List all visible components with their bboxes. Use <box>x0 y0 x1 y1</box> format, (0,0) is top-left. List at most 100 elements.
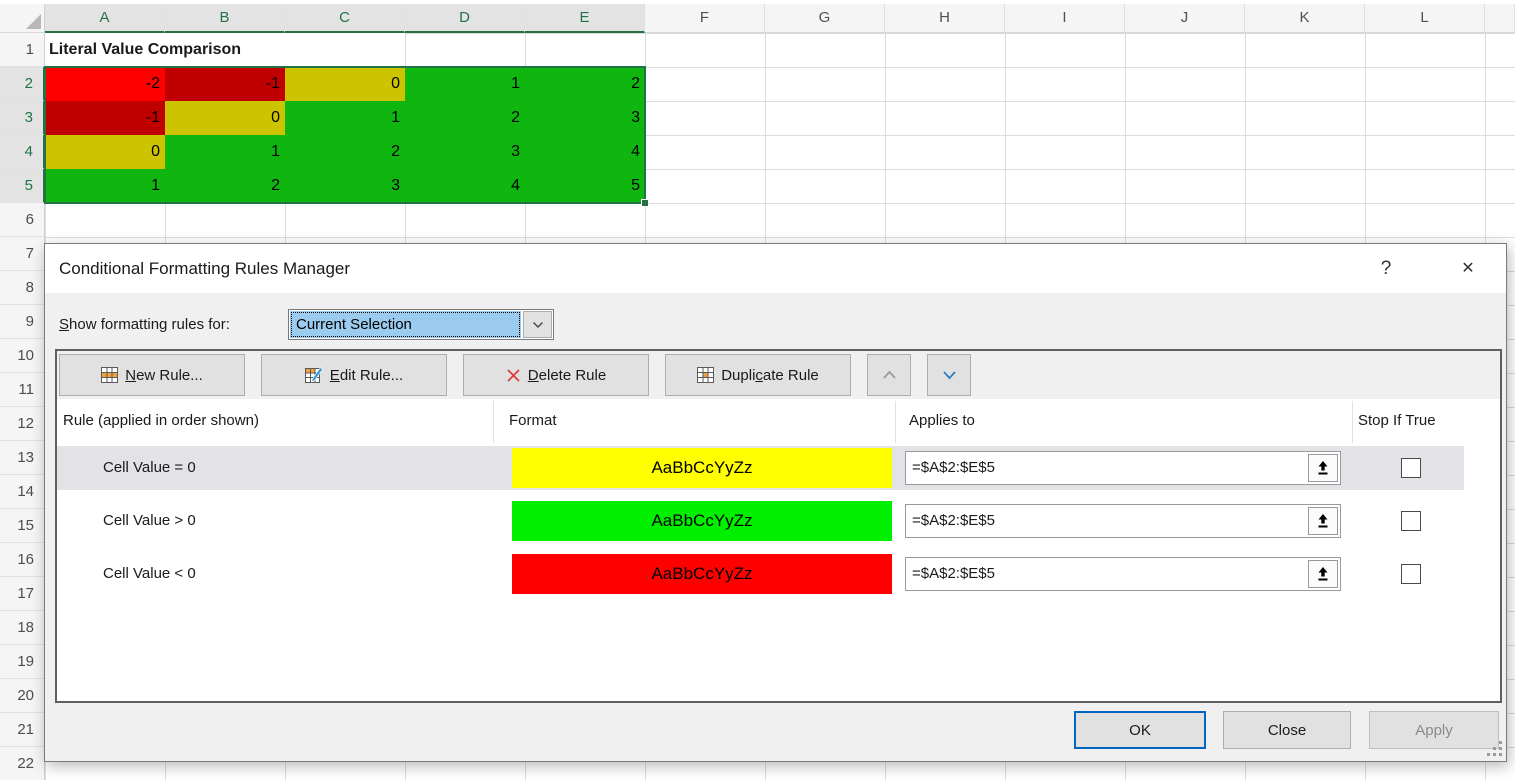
column-header-rule: Rule (applied in order shown) <box>57 401 494 443</box>
scope-dropdown[interactable]: Current Selection <box>288 309 554 340</box>
column-header-d[interactable]: D <box>405 4 525 33</box>
applies-to-value: =$A$2:$E$5 <box>912 565 995 582</box>
delete-x-icon <box>507 368 520 382</box>
dialog-title: Conditional Formatting Rules Manager <box>59 259 351 278</box>
row-header-2[interactable]: 2 <box>0 67 45 101</box>
edit-rule-label: Edit Rule... <box>329 366 404 384</box>
move-rule-up-button[interactable] <box>867 354 911 396</box>
resize-grip[interactable] <box>1486 740 1504 758</box>
stop-if-true-checkbox[interactable] <box>1401 458 1421 478</box>
row-header-6[interactable]: 6 <box>0 203 45 237</box>
row-header-11[interactable]: 11 <box>0 373 45 407</box>
cell-a3[interactable]: -1 <box>45 101 165 135</box>
rules-toolbar: New Rule... Edit Rule... Delete Rule <box>57 351 1500 399</box>
cell-c3[interactable]: 1 <box>285 101 405 135</box>
row-header-8[interactable]: 8 <box>0 271 45 305</box>
close-button[interactable]: Close <box>1223 711 1351 749</box>
column-header-c[interactable]: C <box>285 4 405 33</box>
move-rule-down-button[interactable] <box>927 354 971 396</box>
row-header-3[interactable]: 3 <box>0 101 45 135</box>
column-header-f[interactable]: F <box>645 4 765 33</box>
new-rule-button[interactable]: New Rule... <box>59 354 245 396</box>
rule-row[interactable]: Cell Value > 0 AaBbCcYyZz =$A$2:$E$5 <box>57 499 1464 543</box>
cell-e5[interactable]: 5 <box>525 169 645 203</box>
column-header-format: Format <box>494 401 896 443</box>
row-header-18[interactable]: 18 <box>0 611 45 645</box>
apply-button[interactable]: Apply <box>1369 711 1499 749</box>
row-header-21[interactable]: 21 <box>0 713 45 747</box>
cell-a1-title[interactable]: Literal Value Comparison <box>45 33 405 67</box>
dialog-close-button[interactable]: ✕ <box>1451 252 1485 286</box>
stop-if-true-checkbox[interactable] <box>1401 511 1421 531</box>
row-header-4[interactable]: 4 <box>0 135 45 169</box>
scope-dropdown-value: Current Selection <box>290 311 521 338</box>
column-header-i[interactable]: I <box>1005 4 1125 33</box>
column-header-l[interactable]: L <box>1365 4 1485 33</box>
column-header-h[interactable]: H <box>885 4 1005 33</box>
help-button[interactable]: ? <box>1369 252 1403 286</box>
row-header-1[interactable]: 1 <box>0 33 45 67</box>
cell-a4[interactable]: 0 <box>45 135 165 169</box>
cell-b3[interactable]: 0 <box>165 101 285 135</box>
cell-e2[interactable]: 2 <box>525 67 645 101</box>
range-picker-button[interactable] <box>1308 507 1338 535</box>
applies-to-value: =$A$2:$E$5 <box>912 459 995 476</box>
applies-to-value: =$A$2:$E$5 <box>912 512 995 529</box>
applies-to-input[interactable]: =$A$2:$E$5 <box>905 557 1341 591</box>
cell-d4[interactable]: 3 <box>405 135 525 169</box>
ok-button[interactable]: OK <box>1074 711 1206 749</box>
cell-c2[interactable]: 0 <box>285 67 405 101</box>
cell-c4[interactable]: 2 <box>285 135 405 169</box>
edit-rule-button[interactable]: Edit Rule... <box>261 354 447 396</box>
fill-handle[interactable] <box>641 199 649 207</box>
stop-if-true-checkbox[interactable] <box>1401 564 1421 584</box>
column-header-e[interactable]: E <box>525 4 645 33</box>
cell-c5[interactable]: 3 <box>285 169 405 203</box>
cell-d5[interactable]: 4 <box>405 169 525 203</box>
cell-d3[interactable]: 2 <box>405 101 525 135</box>
select-all-corner[interactable] <box>0 4 45 33</box>
range-picker-button[interactable] <box>1308 454 1338 482</box>
row-header-12[interactable]: 12 <box>0 407 45 441</box>
column-header-g[interactable]: G <box>765 4 885 33</box>
row-header-16[interactable]: 16 <box>0 543 45 577</box>
column-header-applies-to: Applies to <box>896 401 1353 443</box>
rule-row[interactable]: Cell Value = 0 AaBbCcYyZz =$A$2:$E$5 <box>57 446 1464 490</box>
row-header-19[interactable]: 19 <box>0 645 45 679</box>
cell-b5[interactable]: 2 <box>165 169 285 203</box>
applies-to-input[interactable]: =$A$2:$E$5 <box>905 504 1341 538</box>
cell-d2[interactable]: 1 <box>405 67 525 101</box>
column-header-stop-if-true: Stop If True <box>1358 412 1436 429</box>
cell-e4[interactable]: 4 <box>525 135 645 169</box>
column-header-k[interactable]: K <box>1245 4 1365 33</box>
cell-a5[interactable]: 1 <box>45 169 165 203</box>
row-header-14[interactable]: 14 <box>0 475 45 509</box>
row-header-9[interactable]: 9 <box>0 305 45 339</box>
row-header-10[interactable]: 10 <box>0 339 45 373</box>
row-header-7[interactable]: 7 <box>0 237 45 271</box>
row-header-17[interactable]: 17 <box>0 577 45 611</box>
applies-to-input[interactable]: =$A$2:$E$5 <box>905 451 1341 485</box>
cell-a2[interactable]: -2 <box>45 67 165 101</box>
row-header-20[interactable]: 20 <box>0 679 45 713</box>
range-picker-button[interactable] <box>1308 560 1338 588</box>
row-header-13[interactable]: 13 <box>0 441 45 475</box>
duplicate-rule-button[interactable]: Duplicate Rule <box>665 354 851 396</box>
dropdown-arrow-button[interactable] <box>523 311 552 338</box>
row-header-22[interactable]: 22 <box>0 747 45 780</box>
delete-rule-button[interactable]: Delete Rule <box>463 354 649 396</box>
row-header-5[interactable]: 5 <box>0 169 45 203</box>
cell-b4[interactable]: 1 <box>165 135 285 169</box>
cell-b2[interactable]: -1 <box>165 67 285 101</box>
column-header-j[interactable]: J <box>1125 4 1245 33</box>
format-preview-swatch: AaBbCcYyZz <box>512 448 892 488</box>
row-header-15[interactable]: 15 <box>0 509 45 543</box>
column-header-b[interactable]: B <box>165 4 285 33</box>
collapse-dialog-arrow-icon <box>1318 567 1328 581</box>
rule-condition: Cell Value < 0 <box>103 565 196 582</box>
dialog-titlebar[interactable]: Conditional Formatting Rules Manager ? ✕ <box>45 244 1506 293</box>
rule-row[interactable]: Cell Value < 0 AaBbCcYyZz =$A$2:$E$5 <box>57 552 1464 596</box>
column-header-a[interactable]: A <box>45 4 165 33</box>
cell-e3[interactable]: 3 <box>525 101 645 135</box>
